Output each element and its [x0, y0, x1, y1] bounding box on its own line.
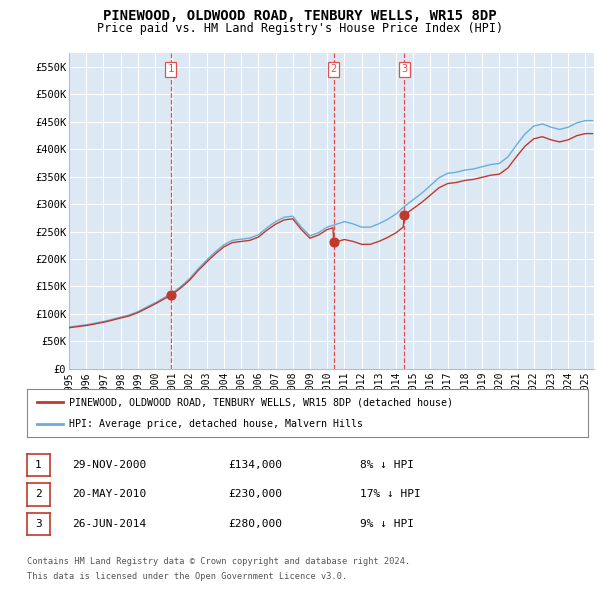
- Text: 1: 1: [167, 64, 174, 74]
- Text: 2: 2: [35, 490, 42, 499]
- Text: 9% ↓ HPI: 9% ↓ HPI: [360, 519, 414, 529]
- Text: Price paid vs. HM Land Registry's House Price Index (HPI): Price paid vs. HM Land Registry's House …: [97, 22, 503, 35]
- Point: [329, 238, 338, 247]
- Text: 8% ↓ HPI: 8% ↓ HPI: [360, 460, 414, 470]
- Text: Contains HM Land Registry data © Crown copyright and database right 2024.: Contains HM Land Registry data © Crown c…: [27, 558, 410, 566]
- Text: £230,000: £230,000: [228, 490, 282, 499]
- Point: [166, 290, 176, 300]
- Text: 3: 3: [401, 64, 407, 74]
- Text: HPI: Average price, detached house, Malvern Hills: HPI: Average price, detached house, Malv…: [69, 419, 363, 429]
- Text: PINEWOOD, OLDWOOD ROAD, TENBURY WELLS, WR15 8DP (detached house): PINEWOOD, OLDWOOD ROAD, TENBURY WELLS, W…: [69, 397, 453, 407]
- Text: This data is licensed under the Open Government Licence v3.0.: This data is licensed under the Open Gov…: [27, 572, 347, 581]
- Text: 2: 2: [331, 64, 337, 74]
- Text: PINEWOOD, OLDWOOD ROAD, TENBURY WELLS, WR15 8DP: PINEWOOD, OLDWOOD ROAD, TENBURY WELLS, W…: [103, 9, 497, 23]
- Text: £134,000: £134,000: [228, 460, 282, 470]
- Text: 1: 1: [35, 460, 42, 470]
- Text: 17% ↓ HPI: 17% ↓ HPI: [360, 490, 421, 499]
- Text: 3: 3: [35, 519, 42, 529]
- Text: 26-JUN-2014: 26-JUN-2014: [72, 519, 146, 529]
- Text: £280,000: £280,000: [228, 519, 282, 529]
- Text: 29-NOV-2000: 29-NOV-2000: [72, 460, 146, 470]
- Point: [400, 210, 409, 219]
- Text: 20-MAY-2010: 20-MAY-2010: [72, 490, 146, 499]
